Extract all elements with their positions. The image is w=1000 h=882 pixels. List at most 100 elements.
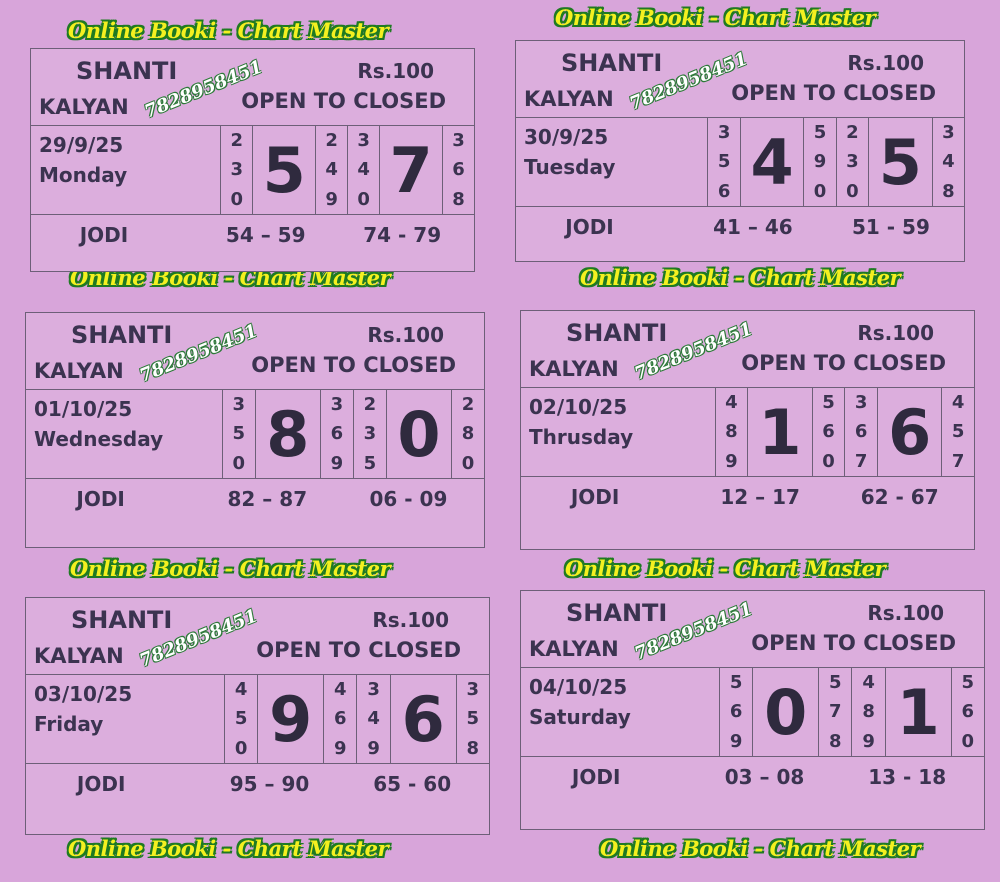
panna-digit: 4 [334,679,347,701]
panna-digit: 6 [854,421,868,443]
date: 02/10/25 [529,395,628,419]
jodi-close: 06 - 09 [369,487,448,511]
panna-digit: 4 [367,708,380,730]
result-digit: 1 [886,668,952,756]
market-title: SHANTI [566,599,668,627]
market-name: KALYAN [524,87,614,111]
subtitle: OPEN TO CLOSED [241,89,446,113]
result-row: 01/10/25 Wednesday 3 5 0 8 3 6 9 2 3 5 0 2 8 0 [26,390,484,479]
date: 03/10/25 [34,682,133,706]
panna-column: 3 4 0 [348,126,381,214]
panna-digit: 9 [725,450,738,472]
date: 30/9/25 [524,125,609,149]
panna-column: 5 6 0 [952,668,984,756]
price: Rs.100 [372,608,449,632]
result-row: 30/9/25 Tuesday 3 5 6 4 5 9 0 2 3 0 5 3 4 8 [516,118,964,207]
result-row: 04/10/25 Saturday 5 6 9 0 5 7 8 4 8 9 1 5 6 0 [521,668,984,757]
panna-digit: 6 [330,423,344,445]
panna-column: 3 4 8 [933,118,964,206]
date: 29/9/25 [39,133,124,157]
result-digit: 7 [380,126,444,214]
result-digit: 0 [387,390,452,478]
price: Rs.100 [357,59,434,83]
result-card: SHANTI Rs.100 KALYAN OPEN TO CLOSED 7828… [520,590,985,830]
panna-column: 5 7 8 [819,668,853,756]
panna-digit: 5 [813,122,827,144]
jodi-close: 13 - 18 [868,765,947,789]
panna-digit: 3 [452,130,465,152]
date: 01/10/25 [34,397,133,421]
panna-digit: 3 [367,679,380,701]
date-cell: 30/9/25 Tuesday [516,118,709,206]
panna-digit: 4 [942,151,955,173]
panna-digit: 0 [813,180,827,202]
result-card: SHANTI Rs.100 KALYAN OPEN TO CLOSED 7828… [25,597,490,835]
card-header: SHANTI Rs.100 KALYAN OPEN TO CLOSED 7828… [521,311,974,388]
watermark-banner: Online Booki - Chart Master [70,556,391,581]
market-title: SHANTI [561,49,663,77]
card-header: SHANTI Rs.100 KALYAN OPEN TO CLOSED 7828… [26,598,489,675]
panna-column: 4 8 9 [716,388,749,476]
market-title: SHANTI [76,57,178,85]
jodi-open: 03 – 08 [724,765,805,789]
jodi-row: JODI 54 – 59 74 - 79 [31,215,474,267]
result-card: SHANTI Rs.100 KALYAN OPEN TO CLOSED 7828… [30,48,475,272]
panna-column: 3 5 6 [708,118,741,206]
panna-digit: 5 [234,708,248,730]
panna-column: 3 5 8 [457,675,489,763]
result-digit: 8 [256,390,321,478]
panna-digit: 2 [461,394,475,416]
panna-digit: 6 [961,701,975,723]
day: Saturday [529,705,631,729]
panna-digit: 8 [725,421,738,443]
panna-digit: 8 [452,188,465,210]
date-cell: 02/10/25 Thrusday [521,388,716,476]
panna-digit: 2 [230,130,244,152]
result-digit: 1 [748,388,813,476]
panna-digit: 3 [846,151,859,173]
panna-column: 3 6 7 [845,388,878,476]
panna-digit: 5 [466,708,480,730]
panna-column: 2 3 0 [221,126,254,214]
watermark-banner: Online Booki - Chart Master [68,18,389,43]
panna-digit: 9 [813,151,827,173]
jodi-label: JODI [570,485,620,509]
panna-digit: 3 [363,423,377,445]
jodi-open: 82 – 87 [227,487,308,511]
panna-digit: 9 [325,188,338,210]
date-cell: 04/10/25 Saturday [521,668,720,756]
watermark-banner: Online Booki - Chart Master [565,556,886,581]
panna-digit: 9 [729,730,743,752]
panna-digit: 6 [729,701,743,723]
jodi-open: 41 – 46 [713,215,793,239]
result-digit: 6 [391,675,457,763]
panna-column: 2 3 0 [837,118,870,206]
panna-digit: 5 [717,151,731,173]
jodi-label: JODI [76,772,126,796]
card-header: SHANTI Rs.100 KALYAN OPEN TO CLOSED 7828… [521,591,984,668]
panna-column: 3 5 0 [223,390,256,478]
panna-digit: 4 [951,392,965,414]
panna-digit: 4 [862,672,875,694]
panna-digit: 3 [232,394,246,416]
panna-column: 2 8 0 [452,390,484,478]
panna-digit: 0 [846,180,859,202]
panna-digit: 6 [822,421,835,443]
panna-digit: 4 [357,159,370,181]
panna-digit: 7 [951,450,965,472]
panna-digit: 0 [461,452,475,474]
panna-column: 2 3 5 [354,390,387,478]
panna-digit: 3 [854,392,868,414]
market-title: SHANTI [71,321,173,349]
market-name: KALYAN [34,644,124,668]
panna-digit: 0 [234,737,248,759]
jodi-open: 12 – 17 [720,485,800,509]
market-title: SHANTI [71,606,173,634]
panna-column: 4 5 7 [942,388,974,476]
panna-digit: 0 [822,450,835,472]
panna-digit: 8 [942,180,955,202]
panna-digit: 3 [942,122,955,144]
result-digit: 5 [869,118,933,206]
subtitle: OPEN TO CLOSED [731,81,936,105]
market-name: KALYAN [39,95,129,119]
